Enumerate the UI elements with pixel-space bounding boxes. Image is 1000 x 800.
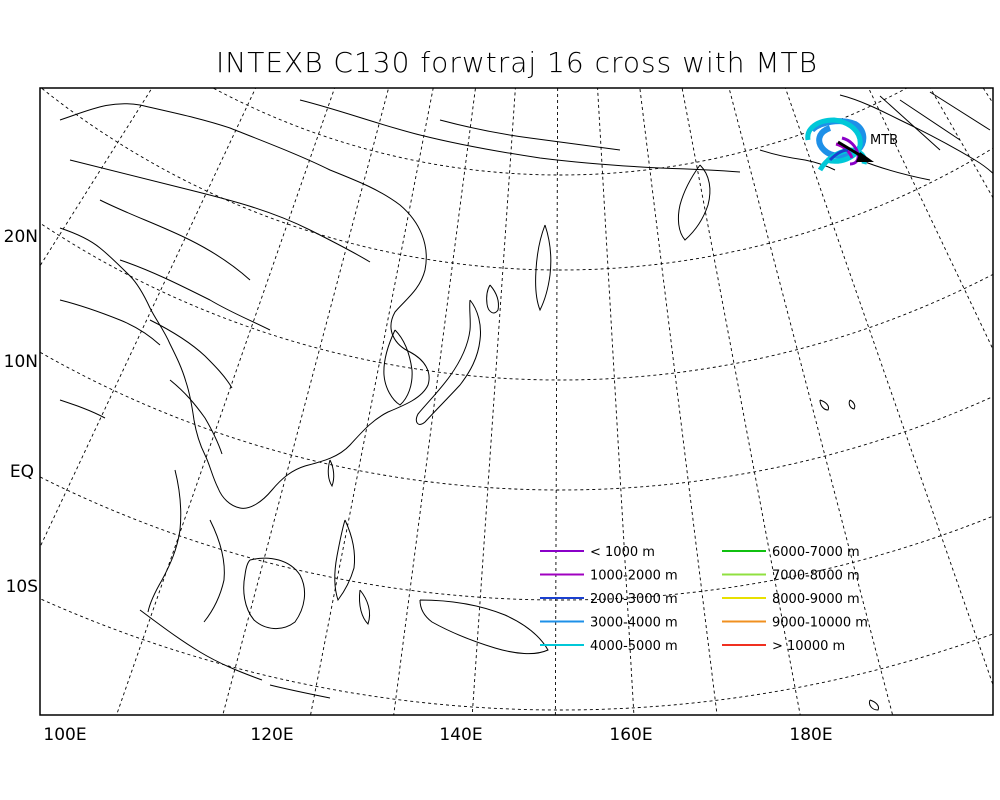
legend-label-2: 2000-3000 m xyxy=(590,592,678,607)
lat-label-20n: 20N xyxy=(4,227,38,247)
lon-label-120e: 120E xyxy=(250,725,293,745)
legend-label-9: > 10000 m xyxy=(772,639,845,654)
mtb-marker-icon xyxy=(856,152,874,162)
legend-label-7: 8000-9000 m xyxy=(772,592,860,607)
mtb-label: MTB xyxy=(870,133,898,148)
legend-label-0: < 1000 m xyxy=(590,545,655,560)
trajectory-cluster xyxy=(805,117,874,172)
legend-label-5: 6000-7000 m xyxy=(772,545,860,560)
lon-label-100e: 100E xyxy=(43,725,86,745)
legend-label-3: 3000-4000 m xyxy=(590,616,678,631)
lon-label-140e: 140E xyxy=(439,725,482,745)
legend-label-4: 4000-5000 m xyxy=(590,639,678,654)
legend-label-8: 9000-10000 m xyxy=(772,616,868,631)
legend-label-1: 1000-2000 m xyxy=(590,569,678,584)
legend-label-6: 7000-8000 m xyxy=(772,569,860,584)
lon-label-160e: 160E xyxy=(609,725,652,745)
lon-label-180e: 180E xyxy=(789,725,832,745)
map-title: INTEXB C130 forwtraj 16 cross with MTB xyxy=(216,46,818,79)
lat-label-eq: EQ xyxy=(10,462,34,482)
lat-label-10n: 10N xyxy=(4,352,38,372)
trajectory-path-2000-3000 xyxy=(828,148,849,162)
trajectory-path-4000-5000 xyxy=(805,117,863,164)
lat-label-10s: 10S xyxy=(6,577,38,597)
legend: < 1000 m 1000-2000 m 2000-3000 m 3000-4000 … xyxy=(540,545,868,654)
